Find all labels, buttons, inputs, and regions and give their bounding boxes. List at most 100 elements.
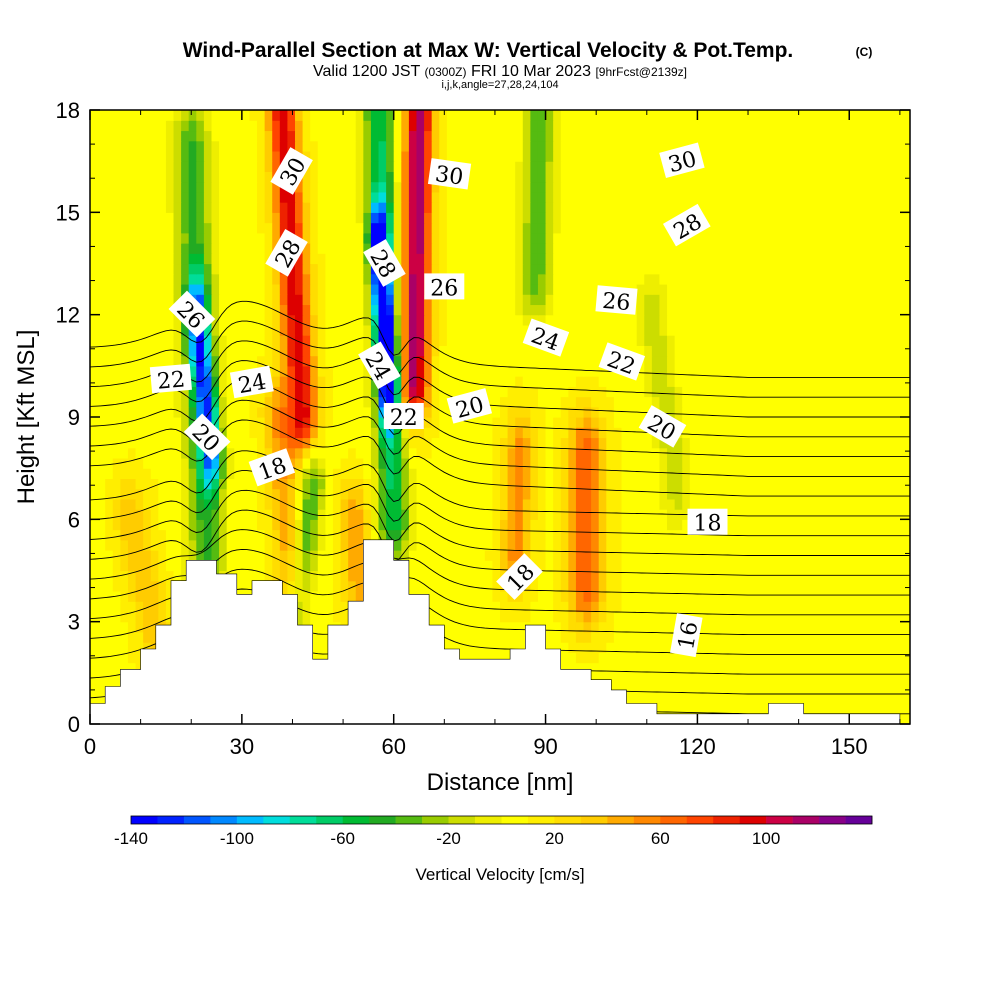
velocity-cell bbox=[226, 273, 235, 285]
velocity-cell bbox=[689, 294, 698, 306]
velocity-cell bbox=[826, 417, 835, 428]
velocity-cell bbox=[818, 427, 828, 439]
velocity-cell bbox=[143, 509, 152, 520]
velocity-cell bbox=[575, 437, 585, 449]
velocity-cell bbox=[735, 406, 744, 418]
velocity-cell bbox=[591, 253, 600, 265]
velocity-cell bbox=[894, 273, 903, 285]
velocity-cell bbox=[872, 642, 881, 653]
velocity-cell bbox=[317, 621, 326, 633]
velocity-cell bbox=[758, 601, 767, 613]
velocity-cell bbox=[112, 355, 121, 367]
velocity-cell bbox=[583, 529, 592, 541]
velocity-cell bbox=[841, 560, 850, 572]
velocity-cell bbox=[393, 355, 402, 367]
velocity-cell bbox=[834, 468, 843, 479]
velocity-cell bbox=[120, 314, 129, 326]
velocity-cell bbox=[583, 355, 592, 367]
velocity-cell bbox=[796, 263, 805, 275]
velocity-cell bbox=[340, 468, 349, 479]
velocity-cell bbox=[682, 560, 691, 572]
velocity-cell bbox=[879, 447, 888, 459]
velocity-cell bbox=[750, 437, 759, 449]
velocity-cell bbox=[173, 560, 182, 572]
velocity-cell bbox=[811, 406, 820, 418]
velocity-cell bbox=[484, 304, 493, 316]
velocity-cell bbox=[158, 580, 167, 592]
velocity-cell bbox=[651, 550, 661, 561]
velocity-cell bbox=[332, 550, 342, 561]
velocity-cell bbox=[788, 519, 797, 531]
velocity-cell bbox=[872, 570, 881, 582]
velocity-cell bbox=[879, 652, 888, 664]
velocity-cell bbox=[705, 437, 714, 449]
velocity-cell bbox=[507, 529, 516, 541]
velocity-cell bbox=[803, 621, 812, 633]
velocity-cell bbox=[636, 580, 645, 592]
velocity-cell bbox=[773, 560, 782, 572]
velocity-cell bbox=[370, 529, 380, 541]
velocity-cell bbox=[613, 488, 623, 500]
velocity-cell bbox=[143, 560, 152, 572]
velocity-cell bbox=[492, 406, 501, 418]
velocity-cell bbox=[583, 324, 592, 336]
velocity-cell bbox=[894, 611, 903, 623]
velocity-cell bbox=[659, 570, 668, 582]
velocity-cell bbox=[249, 570, 258, 582]
velocity-cell bbox=[530, 498, 539, 510]
velocity-cell bbox=[591, 601, 600, 613]
velocity-cell bbox=[401, 376, 410, 387]
velocity-cell bbox=[332, 478, 342, 490]
velocity-cell bbox=[841, 406, 850, 418]
velocity-cell bbox=[674, 519, 683, 531]
velocity-cell bbox=[553, 550, 562, 561]
velocity-cell bbox=[181, 560, 190, 572]
velocity-cell bbox=[818, 468, 828, 479]
velocity-cell bbox=[720, 283, 729, 295]
velocity-cell bbox=[310, 406, 319, 418]
velocity-cell bbox=[560, 263, 569, 275]
velocity-cell bbox=[818, 652, 828, 664]
velocity-cell bbox=[796, 662, 805, 674]
velocity-cell bbox=[500, 550, 509, 561]
velocity-cell bbox=[515, 550, 524, 561]
velocity-cell bbox=[439, 590, 448, 602]
velocity-cell bbox=[758, 621, 767, 633]
velocity-cell bbox=[386, 509, 395, 520]
velocity-cell bbox=[332, 570, 342, 582]
velocity-cell bbox=[780, 693, 790, 705]
velocity-cell bbox=[811, 611, 820, 623]
velocity-cell bbox=[553, 386, 562, 398]
velocity-cell bbox=[181, 283, 190, 295]
velocity-cell bbox=[568, 631, 577, 643]
velocity-cell bbox=[393, 519, 402, 531]
velocity-cell bbox=[211, 304, 220, 316]
velocity-cell bbox=[667, 631, 676, 643]
velocity-cell bbox=[856, 365, 866, 377]
velocity-cell bbox=[621, 437, 630, 449]
velocity-cell bbox=[181, 396, 190, 408]
velocity-cell bbox=[773, 662, 782, 674]
velocity-cell bbox=[477, 417, 486, 428]
velocity-cell bbox=[158, 590, 167, 602]
velocity-cell bbox=[500, 386, 509, 398]
velocity-cell bbox=[332, 509, 342, 520]
velocity-cell bbox=[408, 345, 418, 357]
velocity-cell bbox=[295, 611, 304, 623]
velocity-cell bbox=[872, 253, 881, 265]
velocity-cell bbox=[295, 447, 304, 459]
velocity-cell bbox=[613, 683, 623, 694]
velocity-cell bbox=[348, 294, 357, 306]
velocity-cell bbox=[651, 263, 661, 275]
velocity-cell bbox=[621, 560, 630, 572]
velocity-cell bbox=[234, 570, 243, 582]
velocity-cell bbox=[841, 529, 850, 541]
velocity-cell bbox=[302, 283, 311, 295]
velocity-cell bbox=[272, 498, 281, 510]
velocity-cell bbox=[431, 498, 440, 510]
velocity-cell bbox=[712, 478, 721, 490]
velocity-cell bbox=[317, 253, 326, 265]
velocity-cell bbox=[537, 304, 547, 316]
velocity-cell bbox=[332, 273, 342, 285]
velocity-cell bbox=[629, 478, 638, 490]
